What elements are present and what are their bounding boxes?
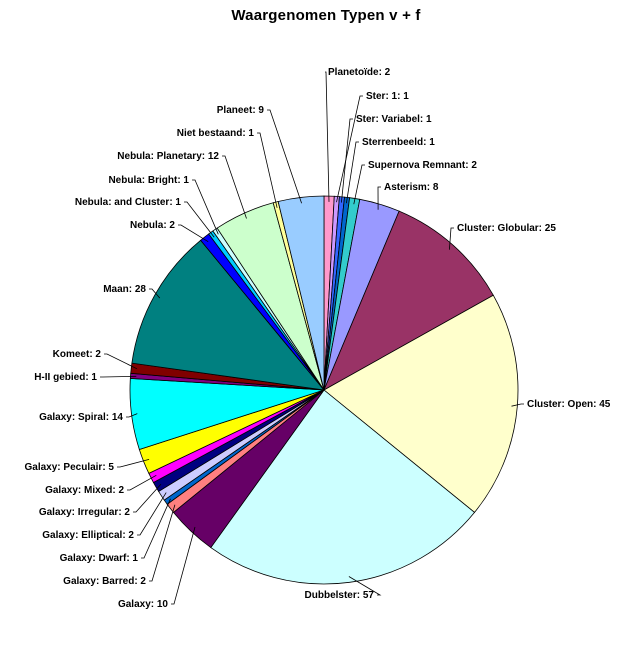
- pie-slice: [277, 195, 325, 391]
- leader-line: [267, 109, 302, 204]
- leader-line: [149, 288, 161, 299]
- leader-line: [171, 526, 196, 605]
- leader-line: [100, 375, 137, 378]
- leader-line: [117, 459, 150, 468]
- slice-label: Ster: Variabel: 1: [356, 114, 432, 125]
- slice-label: Nebula: Bright: 1: [108, 175, 189, 186]
- slice-label: Nebula: and Cluster: 1: [75, 197, 182, 208]
- slice-label: Asterism: 8: [384, 182, 439, 193]
- slice-label: Sterrenbeeld: 1: [362, 137, 435, 148]
- leader-line: [346, 141, 359, 204]
- slice-label: Galaxy: 10: [118, 599, 168, 610]
- slice-label: Galaxy: Barred: 2: [63, 576, 146, 587]
- slice-label: Nebula: 2: [130, 220, 175, 231]
- leader-line: [184, 201, 215, 238]
- leader-line: [104, 353, 138, 370]
- slice-label: Planetoïde: 2: [328, 67, 391, 78]
- slice-label: Galaxy: Irregular: 2: [39, 507, 131, 518]
- slice-label: Dubbelster: 57: [305, 590, 375, 601]
- leader-line: [377, 186, 381, 210]
- leader-line: [222, 155, 247, 219]
- slice-label: Galaxy: Mixed: 2: [45, 485, 124, 496]
- leader-line: [126, 413, 138, 418]
- leader-line: [353, 164, 365, 205]
- leader-line: [325, 71, 330, 202]
- leader-line: [449, 227, 454, 250]
- pie-slices: [129, 195, 519, 585]
- leader-line: [341, 118, 353, 203]
- leader-lines: [100, 71, 524, 605]
- slice-label: Ster: 1: 1: [366, 91, 409, 102]
- leader-line: [511, 403, 524, 407]
- leader-line: [137, 492, 167, 536]
- leader-line: [149, 504, 176, 582]
- leader-line: [336, 95, 363, 203]
- pie-slice: [210, 389, 476, 585]
- leader-line: [133, 483, 162, 513]
- pie-slice: [323, 294, 519, 513]
- slice-label: Planeet: 9: [217, 105, 265, 116]
- leader-line: [192, 179, 219, 235]
- slice-label: Galaxy: Elliptical: 2: [42, 530, 134, 541]
- slice-label: Komeet: 2: [53, 349, 102, 360]
- pie-slice: [131, 239, 325, 391]
- leader-line: [127, 474, 157, 491]
- slice-label: Maan: 28: [103, 284, 146, 295]
- leader-line: [141, 498, 171, 559]
- slice-label: Nebula: Planetary: 12: [117, 151, 219, 162]
- slice-label: Supernova Remnant: 2: [368, 160, 477, 171]
- slice-label: H-II gebied: 1: [34, 372, 97, 383]
- slice-labels: Planetoïde: 2 Ster: 1: 1 Ster: Variabel: 1…: [25, 67, 611, 610]
- leader-line: [257, 132, 278, 208]
- slice-label: Galaxy: Peculair: 5: [25, 462, 115, 473]
- chart-title: Waargenomen Typen v + f: [231, 7, 421, 24]
- slice-label: Galaxy: Spiral: 14: [39, 412, 123, 423]
- slice-label: Galaxy: Dwarf: 1: [60, 553, 139, 564]
- leader-line: [348, 576, 382, 596]
- slice-label: Cluster: Globular: 25: [457, 223, 556, 234]
- leader-line: [178, 224, 209, 243]
- pie-slice: [323, 210, 494, 391]
- slice-label: Cluster: Open: 45: [527, 399, 611, 410]
- slice-label: Niet bestaand: 1: [177, 128, 255, 139]
